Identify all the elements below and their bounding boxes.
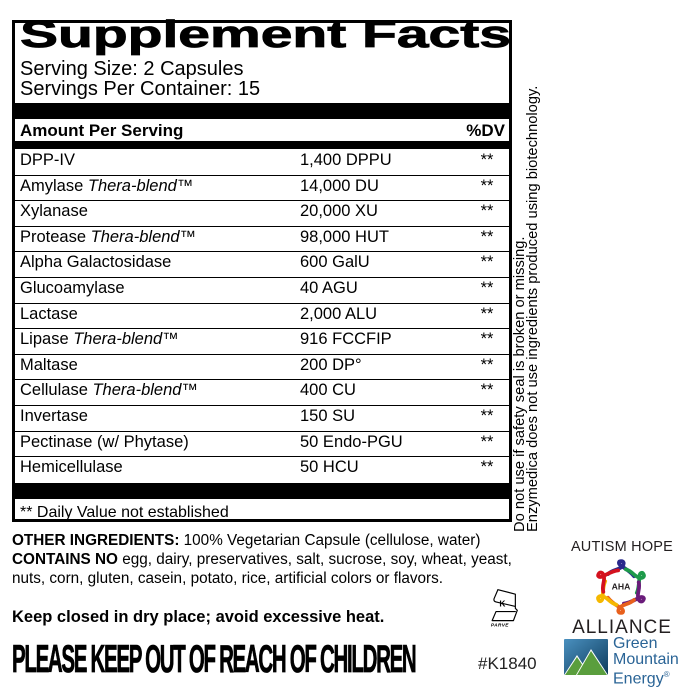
svg-text:AHA: AHA [612,582,631,592]
svg-text:K: K [499,598,505,608]
svg-text:PARVE: PARVE [491,622,509,628]
